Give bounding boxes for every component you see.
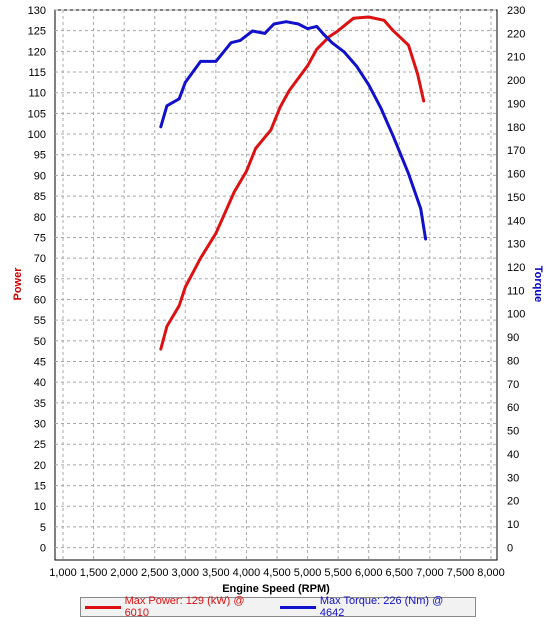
y-left-tick-label: 35 (34, 398, 46, 410)
y-left-tick-label: 5 (40, 522, 46, 534)
y-left-tick-label: 10 (34, 501, 46, 513)
y-right-tick-label: 100 (507, 309, 525, 321)
legend-item-torque: Max Torque: 226 (Nm) @ 4642 (280, 595, 469, 619)
x-tick-label: 2,000 (110, 567, 138, 579)
y-right-tick-label: 60 (507, 402, 519, 414)
y-right-tick-label: 20 (507, 496, 519, 508)
y-left-tick-label: 75 (34, 232, 46, 244)
y-right-tick-label: 0 (507, 542, 513, 554)
y-right-tick-label: 160 (507, 169, 525, 181)
y-right-tick-label: 90 (507, 332, 519, 344)
y-left-tick-label: 20 (34, 460, 46, 472)
legend: Max Power: 129 (kW) @ 6010 Max Torque: 2… (80, 595, 476, 619)
y-left-tick-label: 120 (28, 46, 46, 58)
y-left-tick-label: 85 (34, 191, 46, 203)
y-right-tick-label: 180 (507, 122, 525, 134)
legend-swatch-power (85, 605, 121, 609)
y-right-tick-label: 230 (507, 5, 525, 17)
y-right-tick-label: 210 (507, 52, 525, 64)
y-left-tick-label: 70 (34, 253, 46, 265)
series-lines (159, 15, 428, 351)
y-left-tick-label: 65 (34, 274, 46, 286)
y-right-tick-label: 50 (507, 426, 519, 438)
x-tick-label: 5,500 (324, 567, 352, 579)
y-left-tick-label: 110 (28, 88, 46, 100)
x-axis-title: Engine Speed (RPM) (222, 583, 330, 595)
x-tick-label: 6,500 (386, 567, 414, 579)
y-left-tick-label: 80 (34, 212, 46, 224)
y-left-tick-label: 125 (28, 26, 46, 38)
y-right-tick-label: 150 (507, 192, 525, 204)
y-left-tick-label: 55 (34, 315, 46, 327)
y-right-tick-label: 170 (507, 145, 525, 157)
y-right-tick-label: 70 (507, 379, 519, 391)
y-left-tick-label: 105 (28, 108, 46, 120)
torque-line (159, 20, 428, 241)
x-tick-label: 3,500 (202, 567, 230, 579)
x-tick-label: 4,500 (263, 567, 291, 579)
y-axis-title-right: Torque (532, 266, 544, 302)
y-left-tick-label: 90 (34, 170, 46, 182)
legend-item-power: Max Power: 129 (kW) @ 6010 (85, 595, 270, 619)
y-right-tick-label: 190 (507, 98, 525, 110)
x-tick-label: 6,000 (355, 567, 383, 579)
x-tick-label: 7,500 (447, 567, 475, 579)
y-right-tick-label: 220 (507, 28, 525, 40)
y-left-tick-label: 25 (34, 439, 46, 451)
y-axis-title-left: Power (12, 267, 24, 301)
legend-swatch-torque (280, 605, 316, 609)
x-tick-label: 5,000 (294, 567, 322, 579)
y-right-tick-label: 30 (507, 472, 519, 484)
y-left-tick-label: 100 (28, 129, 46, 141)
y-left-tick-label: 30 (34, 419, 46, 431)
x-tick-label: 1,500 (80, 567, 108, 579)
y-right-tick-label: 130 (507, 239, 525, 251)
x-tick-label: 3,000 (172, 567, 200, 579)
power-line (159, 15, 426, 351)
x-tick-label: 7,000 (416, 567, 444, 579)
y-right-tick-label: 10 (507, 519, 519, 531)
y-left-tick-label: 45 (34, 357, 46, 369)
y-left-tick-label: 60 (34, 294, 46, 306)
grid (55, 9, 497, 560)
x-tick-label: 1,000 (49, 567, 77, 579)
y-left-tick-label: 40 (34, 377, 46, 389)
y-right-tick-label: 110 (507, 285, 525, 297)
y-right-tick-label: 140 (507, 215, 525, 227)
y-left-tick-label: 15 (34, 481, 46, 493)
legend-label-torque: Max Torque: 226 (Nm) @ 4642 (319, 595, 444, 619)
y-left-tick-label: 0 (40, 543, 46, 555)
y-left-tick-label: 115 (28, 67, 46, 79)
y-left-tick-label: 50 (34, 336, 46, 348)
x-tick-label: 8,000 (477, 567, 505, 579)
x-tick-label: 4,000 (233, 567, 261, 579)
legend-label-power: Max Power: 129 (kW) @ 6010 (124, 595, 245, 619)
x-tick-label: 2,500 (141, 567, 169, 579)
y-left-tick-label: 130 (28, 5, 46, 17)
y-right-tick-label: 80 (507, 355, 519, 367)
y-right-tick-label: 40 (507, 449, 519, 461)
tick-labels: 1,000 1,500 2,000 2,500 3,000 3,500 4,000 4,500… (28, 5, 526, 579)
y-left-tick-label: 95 (34, 150, 46, 162)
y-right-tick-label: 120 (507, 262, 525, 274)
y-right-tick-label: 200 (507, 75, 525, 87)
